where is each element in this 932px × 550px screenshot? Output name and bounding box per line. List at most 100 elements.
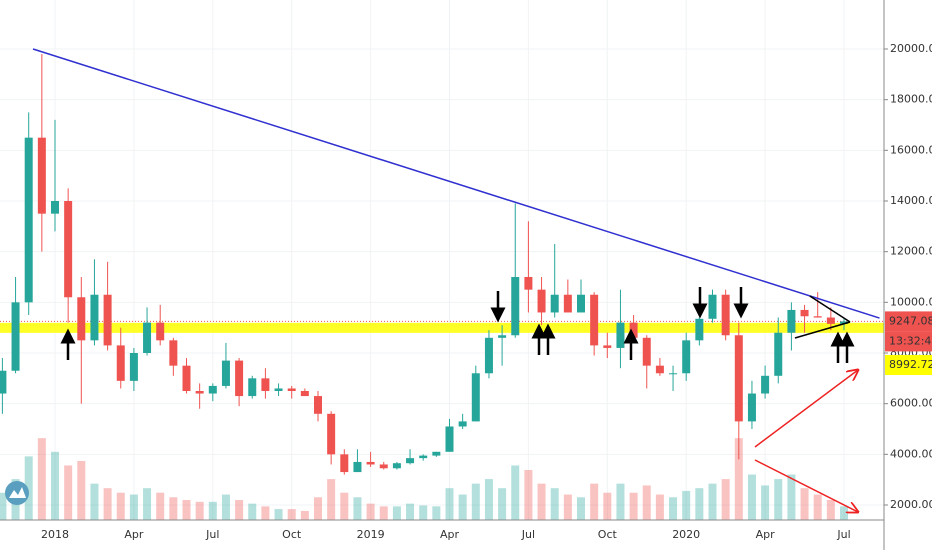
volume-bar (103, 488, 112, 520)
volume-bar (734, 438, 743, 520)
volume-bar (366, 503, 375, 520)
y-tick-label: 4000.00 (890, 447, 932, 460)
candle-body (563, 294, 572, 313)
candle-body (327, 413, 336, 455)
x-tick-label: Apr (124, 528, 144, 541)
volume-bar (747, 474, 756, 520)
countdown-box (885, 331, 932, 352)
volume-bar (287, 509, 296, 520)
y-tick-label: 6000.00 (890, 397, 932, 410)
volume-bar (708, 483, 717, 520)
volume (0, 438, 848, 520)
volume-bar (90, 483, 99, 520)
candle-body (498, 335, 507, 338)
volume-bar (590, 483, 599, 520)
volume-bar (813, 494, 822, 520)
volume-bar (537, 483, 546, 520)
volume-bar (484, 479, 493, 520)
candle-body (840, 321, 848, 324)
candle-body (392, 463, 401, 469)
volume-bar (787, 474, 796, 520)
volume-bar (550, 488, 559, 520)
candle-body (129, 353, 138, 381)
volume-bar (682, 490, 691, 520)
last-price-label: 9247.08 (889, 314, 932, 327)
volume-bar (577, 497, 585, 520)
volume-bar (274, 509, 283, 520)
volume-bar (379, 506, 388, 520)
axes: 2000.004000.006000.008000.0010000.001200… (41, 42, 932, 541)
volume-bar (406, 503, 415, 520)
volume-bar (221, 494, 230, 520)
volume-bar (826, 500, 835, 520)
y-tick-label: 20000.00 (890, 42, 932, 55)
x-tick-label: Oct (598, 528, 618, 541)
candle-body (300, 391, 309, 397)
x-tick-label: Jul (205, 528, 219, 541)
trend-line (754, 459, 858, 512)
x-tick-label: Apr (756, 528, 776, 541)
volume-bar (235, 500, 244, 520)
x-tick-label: Jul (521, 528, 535, 541)
candle-body (603, 345, 612, 348)
volume-bar (340, 492, 349, 520)
candle-body (642, 337, 651, 366)
candle-body (353, 461, 362, 473)
candle-body (524, 276, 533, 290)
trend-line (32, 48, 880, 319)
candle-body (590, 294, 599, 346)
volume-bar (208, 501, 217, 520)
volume-bar (471, 483, 480, 520)
candle-body (64, 200, 73, 298)
last-price-box (885, 311, 932, 332)
volume-bar (524, 470, 533, 520)
candle-body (432, 451, 441, 456)
volume-bar (721, 479, 730, 520)
candle-body (195, 391, 204, 394)
candle-body (550, 294, 559, 313)
candle-body (90, 294, 99, 341)
candle-body (537, 289, 546, 313)
volume-bar (432, 506, 441, 520)
candle-body (629, 322, 638, 338)
candle-body (616, 322, 625, 348)
volume-bar (143, 488, 152, 520)
candle-body (235, 360, 244, 397)
level-band (0, 322, 884, 333)
volume-bar (327, 479, 336, 520)
volume-bar (800, 488, 809, 520)
volume-bar (353, 497, 362, 520)
volume-bar (774, 479, 783, 520)
volume-bar (24, 456, 33, 520)
volume-bar (51, 451, 59, 520)
volume-bar (563, 494, 572, 520)
volume-bar (616, 483, 625, 520)
volume-bar (195, 501, 204, 520)
x-tick-label: Oct (282, 528, 302, 541)
volume-bar (156, 492, 165, 520)
x-tick-label: 2019 (357, 528, 385, 541)
candle-body (511, 276, 520, 336)
volume-bar (458, 494, 467, 520)
countdown-label: 13:32:49 (889, 334, 932, 347)
candle-body (156, 322, 165, 341)
volume-bar (419, 505, 428, 520)
candle-body (826, 317, 835, 324)
volume-bar (498, 488, 507, 520)
candle-body (103, 294, 112, 346)
candle-body (116, 345, 125, 381)
candle-body (274, 388, 283, 392)
candle-body (221, 360, 230, 386)
candle-body (366, 461, 375, 465)
candle-body (747, 393, 756, 422)
logo-circle (5, 481, 29, 505)
candle-body (787, 309, 796, 333)
volume-bar (603, 492, 612, 520)
grid (0, 0, 884, 520)
volume-bar (840, 506, 848, 520)
y-tick-label: 10000.00 (890, 295, 932, 308)
candle-body (169, 340, 178, 366)
volume-bar (169, 497, 178, 520)
volume-bar (300, 510, 309, 520)
volume-bar (248, 503, 257, 520)
